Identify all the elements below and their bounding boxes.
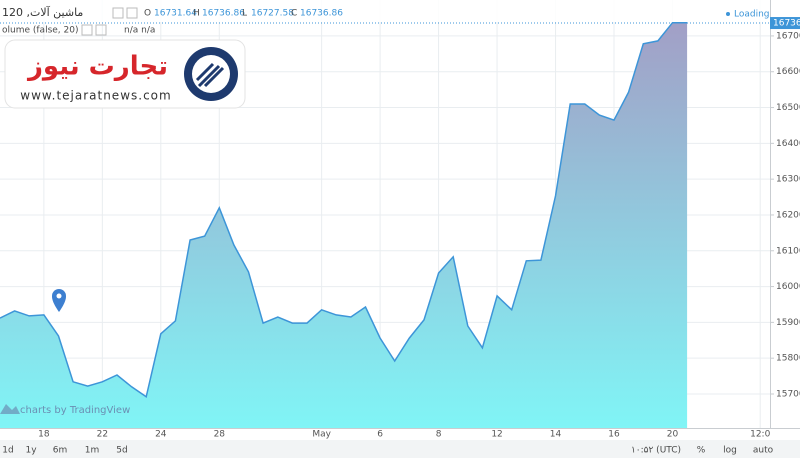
- icon-box[interactable]: [81, 24, 93, 36]
- x-tick-label: 20: [667, 430, 679, 440]
- logo-box: [4, 39, 246, 109]
- range-button[interactable]: 1y: [25, 446, 37, 456]
- toolbar-percent[interactable]: %: [697, 446, 706, 456]
- x-tick-label: 6: [377, 430, 383, 440]
- status: Loading: [734, 10, 770, 20]
- ohlc-value: 16727.58: [251, 9, 294, 19]
- ohlc-value: 16736.86: [300, 9, 343, 19]
- header-bar: [0, 0, 770, 22]
- y-tick-label: 16400: [776, 139, 800, 149]
- y-tick-label: 15700: [776, 389, 800, 399]
- range-button[interactable]: 1m: [85, 446, 100, 456]
- y-tick-label: 16500: [776, 103, 800, 113]
- icon-box[interactable]: [126, 7, 138, 19]
- x-tick-label: 16: [608, 430, 620, 440]
- icon-box[interactable]: [95, 24, 107, 36]
- y-tick-label: 16300: [776, 175, 800, 185]
- event-marker[interactable]: [52, 289, 66, 312]
- y-tick-label: 15800: [776, 354, 800, 364]
- ohlc-label: O: [144, 9, 151, 19]
- logo-emblem: [195, 62, 225, 88]
- event-marker: [56, 293, 62, 299]
- x-tick-label: 12:0: [750, 430, 770, 440]
- indicator: olume (false, 20): [2, 26, 78, 36]
- x-tick-label: 14: [550, 430, 562, 440]
- watermark: charts by TradingView: [20, 405, 130, 416]
- x-tick-label: 8: [436, 430, 442, 440]
- ohlc-label: L: [242, 9, 247, 19]
- ohlc-label: H: [193, 9, 200, 19]
- toolbar-log[interactable]: log: [723, 446, 737, 456]
- line: [0, 21, 688, 399]
- toolbar-auto[interactable]: auto: [753, 446, 774, 456]
- icon-box[interactable]: [112, 7, 124, 19]
- area: [0, 22, 688, 428]
- x-tick-label: 12: [491, 430, 502, 440]
- toolbar-time: ۱۰:۵۲ (UTC): [631, 446, 681, 456]
- ohlc-label: C: [291, 9, 297, 19]
- x-tick-label: 24: [155, 430, 167, 440]
- status-dot: [726, 12, 730, 16]
- watermark-icon: [0, 404, 20, 414]
- logo-name: تجارت نیوز: [26, 52, 168, 82]
- symbol: ماشین آلات, 120: [2, 5, 83, 19]
- toolbar: [0, 440, 800, 458]
- y-tick-label: 16700: [776, 31, 800, 41]
- logo-url: www.tejaratnews.com: [20, 89, 171, 103]
- x-tick-label: 28: [214, 430, 226, 440]
- ohlc-value: 16731.64: [154, 9, 197, 19]
- range-button[interactable]: 1d: [2, 446, 13, 456]
- last-price-label: 16736: [773, 19, 800, 29]
- x-tick-label: 18: [38, 430, 50, 440]
- indicator-values: n/a n/a: [124, 26, 155, 36]
- y-tick-label: 16100: [776, 246, 800, 256]
- ohlc-value: 16736.86: [202, 9, 245, 19]
- y-tick-label: 16000: [776, 282, 800, 292]
- y-tick-label: 16200: [776, 210, 800, 220]
- y-tick-label: 15900: [776, 318, 800, 328]
- last-price-tag: [770, 17, 800, 30]
- range-button[interactable]: 6m: [53, 446, 68, 456]
- x-tick-label: 22: [97, 430, 108, 440]
- x-tick-label: May: [312, 430, 331, 440]
- y-tick-label: 16600: [776, 67, 800, 77]
- range-button[interactable]: 5d: [116, 446, 127, 456]
